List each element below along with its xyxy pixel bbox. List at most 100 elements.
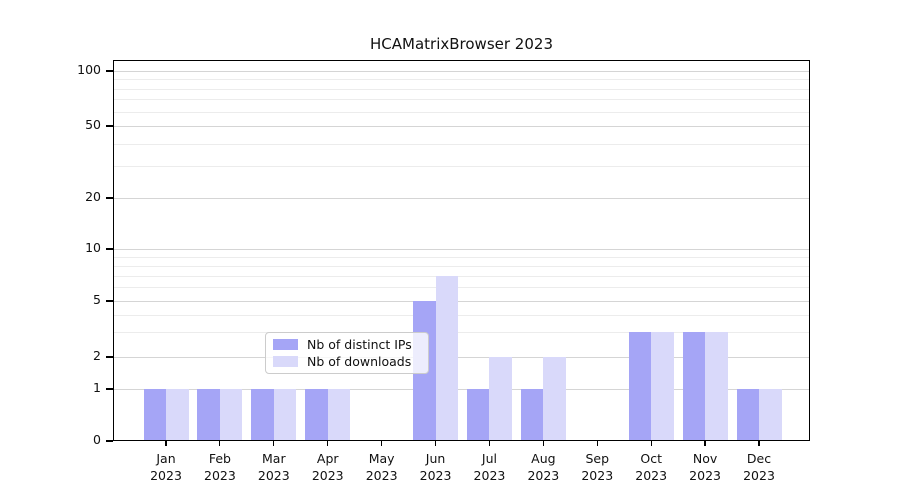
x-tick-year: 2023: [365, 468, 398, 483]
x-tick-mark-aug: [542, 441, 544, 446]
x-tick-month: Oct: [640, 451, 662, 466]
gridline-major-20: [113, 198, 810, 199]
x-axis-tick-label-mar: Mar 2023: [246, 450, 302, 484]
y-axis-tick-label-100: 100: [77, 62, 101, 77]
x-tick-year: 2023: [257, 468, 290, 483]
x-tick-year: 2023: [311, 468, 344, 483]
x-tick-month: Aug: [531, 451, 556, 466]
y-tick-mark-5: [106, 300, 113, 302]
bar-nb-of-downloads-aug: [543, 357, 566, 441]
bar-nb-of-distinct-ips-mar: [251, 389, 274, 441]
gridline-minor-6: [113, 287, 810, 289]
gridline-major-50: [113, 126, 810, 127]
gridline-minor-9: [113, 256, 810, 258]
bar-nb-of-distinct-ips-jul: [466, 389, 490, 441]
gridline-minor-4: [113, 314, 810, 316]
bar-nb-of-downloads-feb: [219, 389, 243, 441]
y-axis-tick-label-5: 5: [93, 292, 101, 307]
legend-label-downloads: Nb of downloads: [307, 354, 412, 369]
x-tick-mark-jan: [165, 441, 167, 446]
x-tick-year: 2023: [473, 468, 506, 483]
bar-nb-of-distinct-ips-apr: [305, 389, 328, 441]
bar-nb-of-distinct-ips-nov: [682, 332, 706, 441]
x-tick-mark-jun: [434, 441, 437, 446]
gridline-minor-40: [113, 143, 810, 145]
x-axis-tick-label-sep: Sep 2023: [569, 450, 625, 484]
x-tick-mark-mar: [273, 441, 275, 446]
legend: Nb of distinct IPs Nb of downloads: [265, 332, 429, 374]
bar-nb-of-distinct-ips-aug: [520, 389, 544, 441]
bar-nb-of-downloads-oct: [651, 332, 674, 441]
x-tick-year: 2023: [743, 468, 775, 483]
gridline-minor-7: [113, 275, 810, 277]
y-axis-tick-label-20: 20: [85, 189, 101, 204]
x-axis-tick-label-jul: Jul 2023: [461, 450, 517, 484]
x-tick-mark-apr: [327, 441, 329, 446]
bar-nb-of-downloads-jan: [166, 389, 189, 441]
x-tick-month: Jun: [425, 451, 446, 466]
x-tick-year: 2023: [527, 468, 560, 483]
x-tick-year: 2023: [635, 468, 668, 483]
x-tick-mark-nov: [704, 441, 706, 446]
bar-nb-of-downloads-nov: [705, 332, 728, 441]
x-axis-tick-label-may: May 2023: [354, 450, 410, 484]
x-tick-month: Dec: [746, 451, 772, 466]
bar-nb-of-downloads-apr: [327, 389, 351, 441]
x-tick-month: Sep: [585, 451, 610, 466]
gridline-minor-30: [113, 166, 810, 168]
y-axis-tick-label-2: 2: [93, 348, 101, 363]
x-axis-tick-label-oct: Oct 2023: [623, 450, 679, 484]
gridline-minor-70: [113, 99, 810, 101]
bar-nb-of-downloads-jul: [489, 357, 512, 441]
x-tick-mark-dec: [758, 441, 760, 446]
x-tick-month: Feb: [208, 451, 231, 466]
bar-nb-of-distinct-ips-dec: [736, 389, 759, 441]
bar-nb-of-downloads-jun: [435, 275, 459, 441]
y-tick-mark-50: [106, 125, 113, 127]
gridline-major-10: [113, 249, 810, 250]
legend-swatch-downloads-icon: [273, 356, 298, 367]
gridline-minor-60: [113, 111, 810, 113]
y-tick-mark-100: [106, 70, 113, 72]
gridline-minor-3: [113, 332, 810, 334]
y-axis-tick-label-10: 10: [85, 240, 101, 255]
gridline-minor-8: [113, 265, 810, 267]
legend-label-distinct-ips: Nb of distinct IPs: [307, 337, 412, 352]
x-tick-month: Mar: [262, 451, 286, 466]
y-axis-tick-label-1: 1: [93, 380, 101, 395]
legend-item: Nb of distinct IPs: [273, 337, 421, 352]
x-axis-tick-label-feb: Feb 2023: [192, 450, 248, 484]
y-tick-mark-20: [106, 197, 113, 199]
gridline-major-2: [113, 357, 810, 358]
x-axis-tick-label-jun: Jun 2023: [408, 450, 464, 484]
x-tick-mark-sep: [596, 441, 598, 446]
bar-nb-of-distinct-ips-jan: [143, 389, 166, 441]
bar-nb-of-downloads-mar: [273, 389, 297, 441]
x-tick-year: 2023: [581, 468, 614, 483]
x-tick-mark-jul: [488, 441, 491, 446]
x-axis-tick-label-aug: Aug 2023: [515, 450, 571, 484]
x-axis-tick-label-jan: Jan 2023: [138, 450, 194, 484]
x-tick-month: Jul: [481, 451, 497, 466]
y-axis-tick-label-50: 50: [85, 117, 101, 132]
x-tick-month: Nov: [692, 451, 718, 466]
x-tick-mark-feb: [219, 441, 221, 446]
x-tick-mark-oct: [650, 441, 652, 446]
bar-nb-of-downloads-dec: [759, 389, 782, 441]
legend-swatch-distinct-ips-icon: [273, 339, 298, 350]
x-axis-tick-label-apr: Apr 2023: [300, 450, 356, 484]
x-tick-month: May: [368, 451, 395, 466]
x-axis-tick-label-dec: Dec 2023: [731, 450, 787, 484]
legend-item: Nb of downloads: [273, 354, 421, 369]
gridline-major-100: [113, 71, 810, 72]
y-axis-tick-label-0: 0: [93, 432, 101, 447]
gridline-minor-90: [113, 79, 810, 81]
x-tick-month: Apr: [316, 451, 339, 466]
bar-nb-of-distinct-ips-feb: [197, 389, 220, 441]
bar-nb-of-distinct-ips-oct: [628, 332, 652, 441]
gridline-major-5: [113, 301, 810, 302]
x-tick-mark-may: [381, 441, 383, 446]
x-tick-year: 2023: [419, 468, 452, 483]
y-tick-mark-0: [106, 440, 113, 442]
